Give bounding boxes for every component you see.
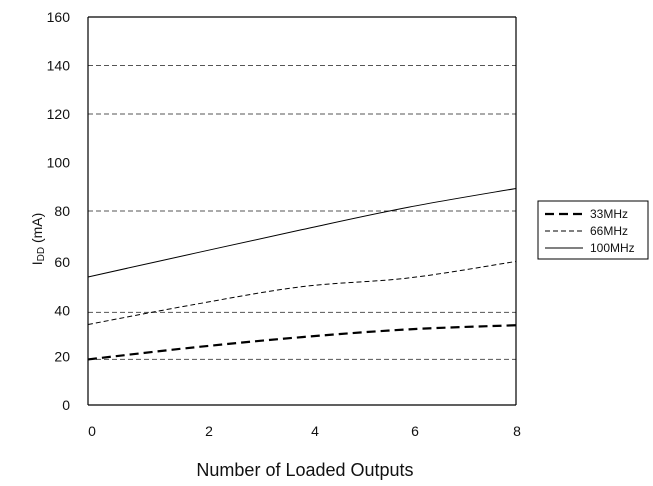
y-tick-label-120: 120 [47,106,71,122]
x-tick-label-6: 6 [411,423,419,439]
x-tick-label-8: 8 [513,423,521,439]
y-tick-label-160: 160 [47,9,71,25]
series-line-100mhz [87,187,517,278]
series-lines [87,187,517,361]
y-tick-label-60: 60 [54,254,70,270]
y-tick-label-80: 80 [54,203,70,219]
series-line-66mhz [87,260,517,325]
legend-label-66mhz: 66MHz [590,224,628,238]
y-axis-label: IDD (mA) [29,213,47,266]
x-tick-label-4: 4 [311,423,319,439]
gridlines [88,65,516,360]
legend-label-100mhz: 100MHz [590,241,635,255]
y-tick-label-100: 100 [47,155,71,171]
legend-label-33mhz: 33MHz [590,207,628,221]
y-tick-label-20: 20 [54,349,70,365]
series-line-33mhz [87,324,517,361]
y-axis-label-main: I [29,261,45,265]
legend-box [537,200,649,260]
y-axis-label-subscript: DD [36,247,47,261]
x-tick-label-2: 2 [205,423,213,439]
axes [87,16,517,406]
y-tick-labels: 0 20 40 60 80 100 120 140 160 [47,9,71,413]
x-axis-label: Number of Loaded Outputs [196,460,413,480]
y-axis-label-unit: (mA) [29,213,45,247]
x-tick-labels: 0 2 4 6 8 [88,423,521,439]
y-tick-label-0: 0 [62,397,70,413]
y-tick-label-140: 140 [47,58,71,74]
legend: 33MHz 66MHz 100MHz [537,200,649,260]
x-tick-label-0: 0 [88,423,96,439]
y-tick-label-40: 40 [54,302,70,318]
